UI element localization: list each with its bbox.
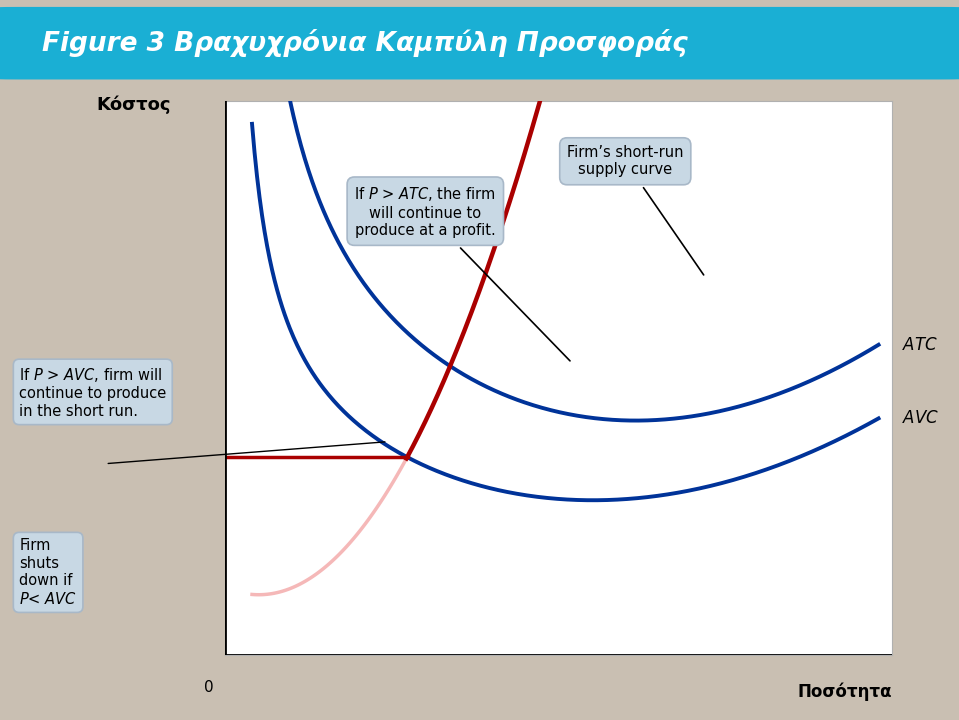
Text: Firm’s short-run
supply curve: Firm’s short-run supply curve (567, 145, 704, 275)
Text: Κόστος: Κόστος (96, 95, 171, 114)
Text: $AVC$: $AVC$ (901, 410, 939, 428)
Text: If $P$ > $AVC$, firm will
continue to produce
in the short run.: If $P$ > $AVC$, firm will continue to pr… (19, 366, 167, 419)
Text: $ATC$: $ATC$ (901, 336, 938, 354)
Text: If $P$ > $ATC$, the firm
will continue to
produce at a profit.: If $P$ > $ATC$, the firm will continue t… (355, 185, 570, 361)
Text: Firm
shuts
down if
$P$< $AVC$: Firm shuts down if $P$< $AVC$ (19, 539, 77, 606)
Text: Ποσότητα: Ποσότητα (797, 683, 892, 701)
Text: Figure 3 Βραχυχρόνια Καμπύλη Προσφοράς: Figure 3 Βραχυχρόνια Καμπύλη Προσφοράς (42, 30, 688, 57)
FancyBboxPatch shape (0, 7, 959, 79)
Text: 0: 0 (204, 680, 214, 696)
